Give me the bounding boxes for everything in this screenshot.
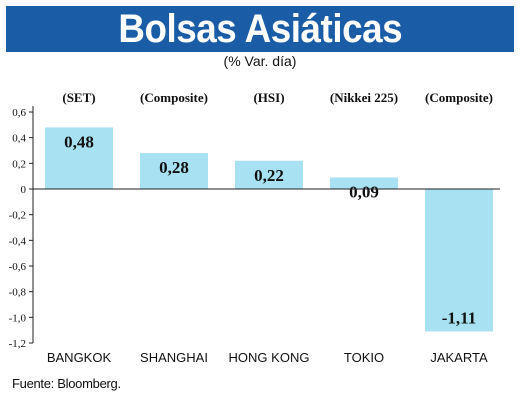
- category-label: JAKARTA: [430, 350, 488, 365]
- y-tick-label: -1,0: [9, 312, 27, 324]
- bar-value-label: -1,11: [442, 308, 476, 327]
- bar-value-label: 0,22: [254, 166, 284, 185]
- index-name-label: (HSI): [253, 90, 284, 105]
- chart-subtitle: (% Var. día): [223, 53, 297, 69]
- bar-shanghai: [140, 153, 208, 189]
- title-bar: Bolsas Asiáticas: [6, 6, 514, 52]
- y-tick-label: 0: [21, 184, 27, 196]
- index-name-label: (SET): [62, 90, 95, 105]
- category-label: SHANGHAI: [140, 350, 208, 365]
- y-tick-label: -0,2: [9, 210, 26, 222]
- index-name-label: (Nikkei 225): [330, 90, 398, 105]
- y-tick-label: 0,2: [12, 158, 26, 170]
- source-note: Fuente: Bloomberg.: [12, 376, 121, 391]
- bar-value-label: 0,28: [159, 158, 189, 177]
- y-tick-label: 0,4: [12, 133, 26, 145]
- y-tick-label: -0,4: [9, 235, 27, 247]
- bar-value-label: 0,09: [349, 182, 379, 201]
- category-label: TOKIO: [344, 350, 384, 365]
- y-tick-label: -0,6: [9, 261, 27, 273]
- category-label: HONG KONG: [229, 350, 310, 365]
- index-name-label: (Composite): [425, 90, 493, 105]
- bar-bangkok: [45, 127, 113, 189]
- y-tick-label: -1,2: [9, 338, 26, 350]
- y-tick-label: 0,6: [12, 107, 26, 119]
- chart-title: Bolsas Asiáticas: [118, 6, 402, 51]
- index-name-label: (Composite): [140, 90, 208, 105]
- category-label: BANGKOK: [47, 350, 112, 365]
- bar-value-label: 0,48: [64, 132, 94, 151]
- bar-tokio: [330, 177, 398, 189]
- bar-jakarta: [425, 189, 493, 332]
- y-tick-label: -0,8: [9, 287, 27, 299]
- bar-hong-kong: [235, 160, 303, 189]
